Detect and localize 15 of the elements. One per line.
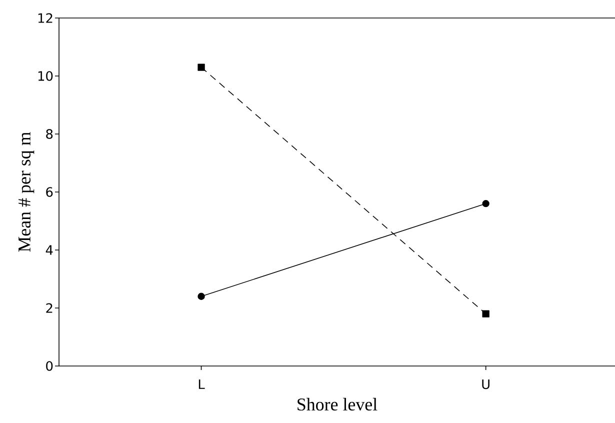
point [198, 64, 205, 71]
x-axis-title: Shore level [298, 398, 378, 411]
y-tick-label: 4 [46, 245, 53, 255]
point [482, 310, 490, 318]
y-axis-title: Mean # per sq m [18, 132, 34, 252]
x-tick-label: L [198, 379, 205, 389]
y-tick-label: 12 [38, 13, 52, 23]
y-tick-label: 2 [46, 303, 52, 313]
y-tick-label: 0 [46, 361, 53, 371]
point [482, 200, 490, 208]
y-tick-label: 6 [46, 187, 53, 197]
point [198, 292, 205, 300]
x-tick-label: U [482, 379, 490, 390]
y-tick-label: 10 [38, 71, 53, 81]
y-tick-label: 8 [46, 129, 53, 139]
